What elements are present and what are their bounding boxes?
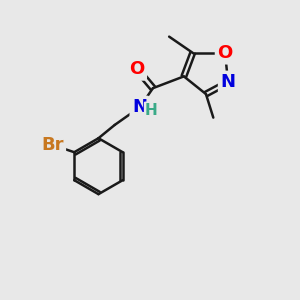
Text: Br: Br — [41, 136, 63, 154]
Text: N: N — [132, 98, 147, 116]
Text: H: H — [145, 103, 158, 118]
Text: O: O — [218, 44, 233, 62]
Text: O: O — [129, 60, 144, 78]
Text: N: N — [220, 73, 236, 91]
